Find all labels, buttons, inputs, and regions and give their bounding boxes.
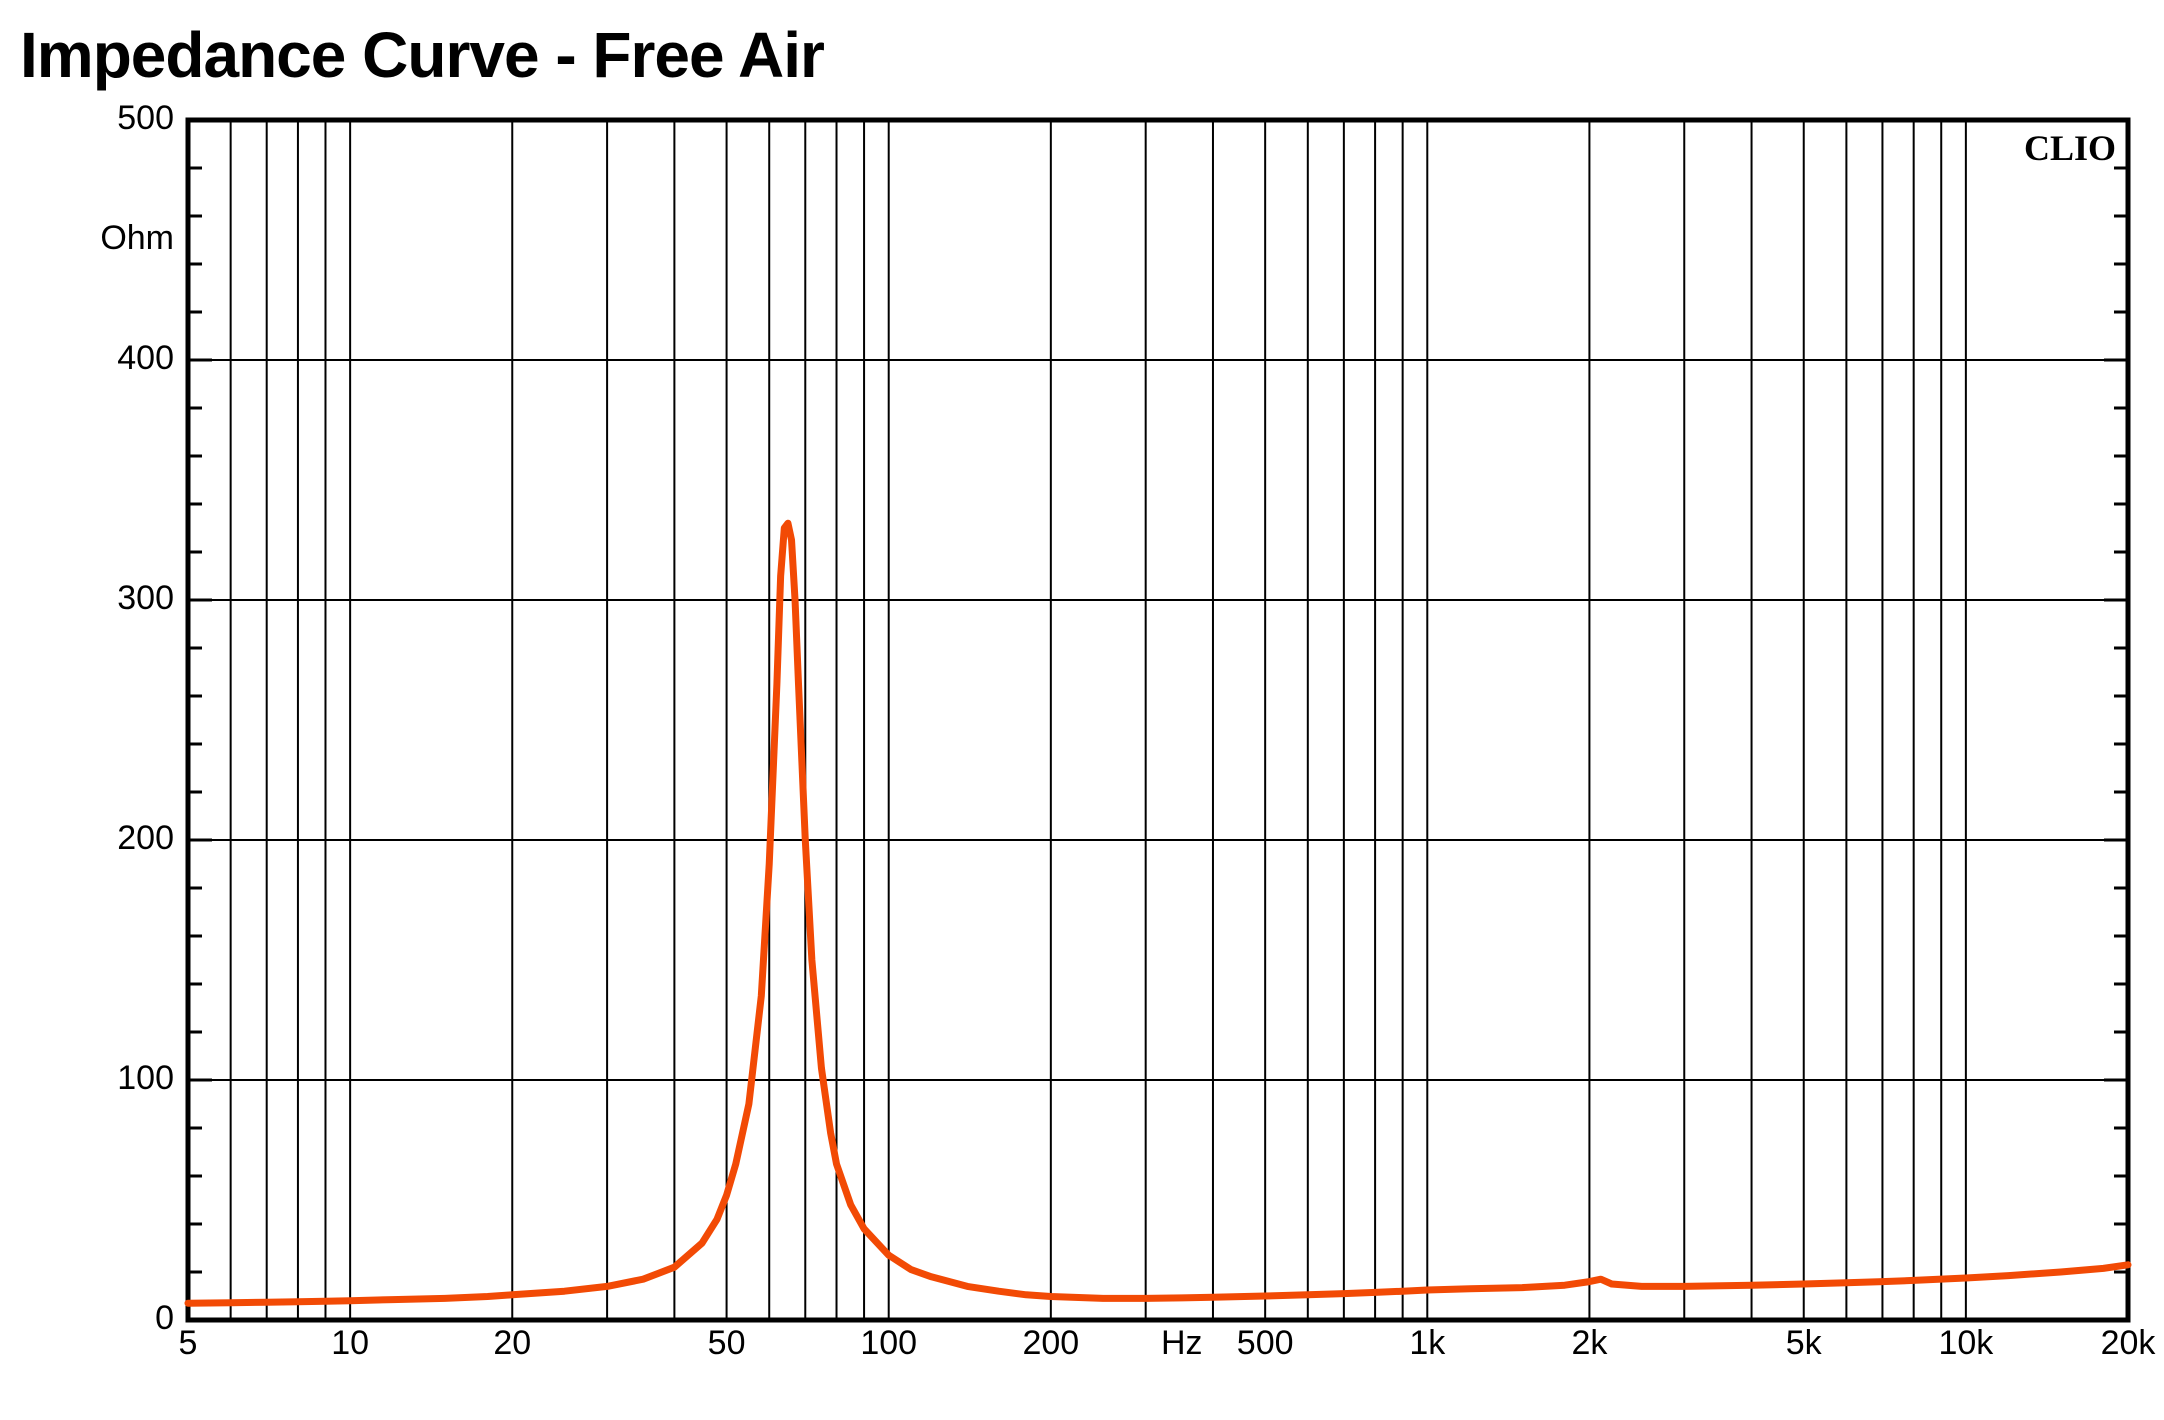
y-tick-label: 300 [117, 579, 174, 617]
x-tick-label: 100 [860, 1324, 917, 1362]
x-tick-label: 2k [1571, 1324, 1608, 1362]
x-tick-label: 50 [708, 1324, 746, 1362]
y-axis-unit: Ohm [100, 219, 174, 257]
y-tick-label: 500 [117, 99, 174, 137]
y-tick-label: 200 [117, 819, 174, 857]
x-axis-unit: Hz [1161, 1324, 1203, 1362]
chart-title: Impedance Curve - Free Air [20, 18, 824, 92]
x-tick-label: 200 [1022, 1324, 1079, 1362]
y-tick-label: 400 [117, 339, 174, 377]
page-root: Impedance Curve - Free Air 0 100 200 300 400… [0, 0, 2164, 1420]
x-tick-label: 5k [1786, 1324, 1823, 1362]
x-tick-label: 10k [1938, 1324, 1994, 1362]
brand-label: CLIO [2024, 128, 2116, 168]
x-tick-label: 5 [179, 1324, 198, 1362]
y-tick-label: 100 [117, 1059, 174, 1097]
impedance-chart: 0 100 200 300 400 500 Ohm 5 10 20 50 100 200 500 1k 2k 5… [0, 0, 2164, 1420]
x-tick-label: 20k [2101, 1324, 2157, 1362]
x-tick-label: 10 [331, 1324, 369, 1362]
x-tick-label: 20 [493, 1324, 531, 1362]
x-tick-label: 500 [1237, 1324, 1294, 1362]
y-tick-label: 0 [155, 1299, 174, 1337]
x-tick-label: 1k [1409, 1324, 1446, 1362]
